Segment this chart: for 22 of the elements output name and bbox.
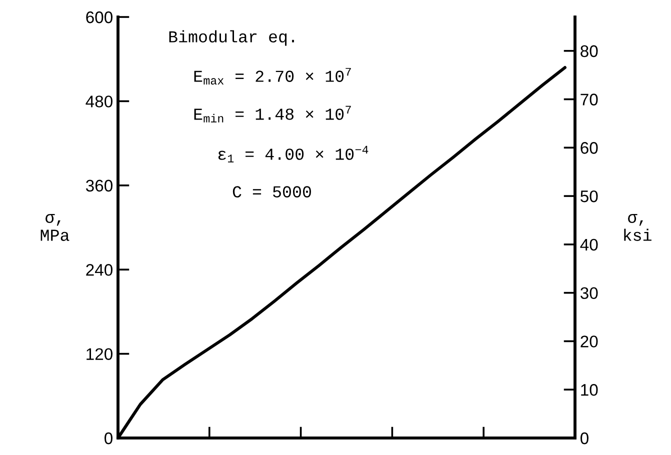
- y2-tick-label: 0: [580, 432, 588, 444]
- annotation: E$_{max}$ = 2.70 × 10$^{7}$: [194, 68, 351, 85]
- y2-tick-label: 60: [580, 142, 598, 154]
- y-tick-label: 480: [86, 96, 112, 108]
- y2-axis-title: σ, ksi: [624, 214, 652, 241]
- annotation: E$_{min}$ = 1.48 × 10$^{7}$: [194, 106, 351, 122]
- y2-tick-label: 10: [581, 384, 598, 396]
- y2-tick-label: 50: [580, 190, 598, 202]
- y2-tick-label: 80: [580, 45, 598, 58]
- y2-tick-label: 20: [580, 336, 598, 348]
- y2-tick-label: 40: [580, 238, 598, 251]
- y-tick-label: 240: [86, 264, 112, 276]
- y-tick-label: 0: [104, 432, 112, 444]
- annotation: C = 5000: [232, 186, 311, 198]
- y-tick-label: 600: [86, 11, 112, 24]
- y-tick-label: 360: [86, 180, 112, 192]
- y2-tick-label: 30: [580, 287, 598, 300]
- y-tick-label: 120: [86, 348, 112, 360]
- annotation: Bimodular eq.: [169, 30, 294, 46]
- y2-tick-label: 70: [580, 94, 598, 106]
- annotation: ε$_{1}$ = 4.00 × 10$^{−4}$: [218, 146, 368, 162]
- y-axis-title: σ, MPa: [40, 214, 70, 241]
